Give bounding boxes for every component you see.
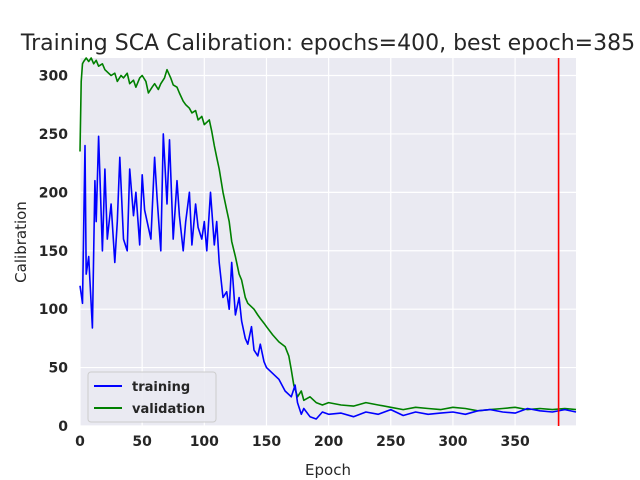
grid-lines xyxy=(79,58,576,427)
y-tick-label: 200 xyxy=(39,185,68,201)
chart-title: Training SCA Calibration: epochs=400, be… xyxy=(20,31,635,56)
x-tick-label: 0 xyxy=(75,434,85,450)
y-tick-label: 100 xyxy=(39,302,68,318)
x-axis-label: Epoch xyxy=(305,461,351,479)
y-tick-label: 300 xyxy=(39,69,68,85)
legend-label-validation: validation xyxy=(132,402,205,417)
x-tick-label: 200 xyxy=(314,434,343,450)
legend: training validation xyxy=(87,371,217,423)
y-tick-label: 150 xyxy=(39,244,68,260)
series-line-training xyxy=(79,133,577,420)
x-tick-labels: 0 50 100 150 200 250 300 350 xyxy=(75,434,530,450)
legend-box xyxy=(87,371,217,423)
y-axis-label: Calibration xyxy=(12,201,30,283)
x-tick-label: 100 xyxy=(190,434,219,450)
x-tick-label: 250 xyxy=(376,434,405,450)
y-tick-label: 250 xyxy=(39,127,68,143)
series-lines xyxy=(79,57,577,420)
x-tick-label: 350 xyxy=(500,434,529,450)
x-tick-label: 50 xyxy=(132,434,152,450)
y-tick-label: 0 xyxy=(58,419,68,435)
plot-background xyxy=(80,58,576,426)
x-tick-label: 300 xyxy=(438,434,467,450)
y-tick-label: 50 xyxy=(49,361,69,377)
legend-label-training: training xyxy=(132,380,190,395)
y-tick-labels: 0 50 100 150 200 250 300 xyxy=(39,69,68,435)
x-tick-label: 150 xyxy=(252,434,281,450)
series-line-validation xyxy=(79,57,577,412)
